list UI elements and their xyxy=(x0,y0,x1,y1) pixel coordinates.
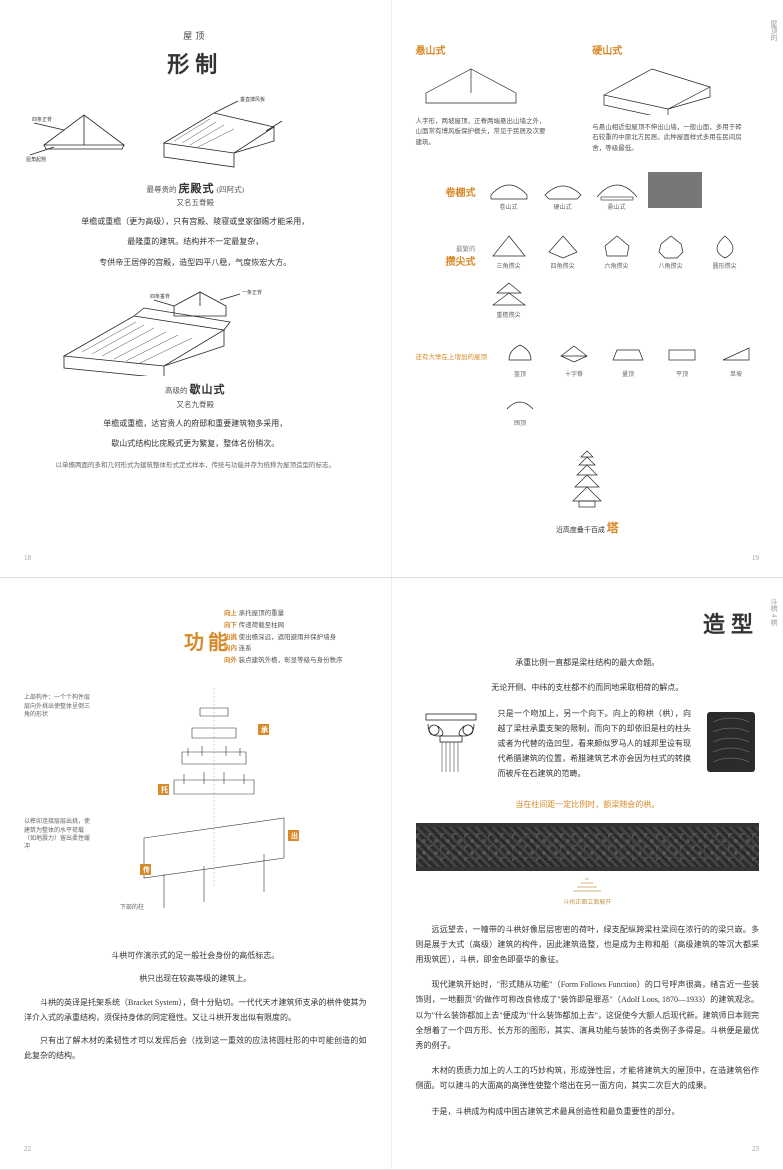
intro: 无论开侧、中纬的支柱都不约而同地采取相荷的解点。 xyxy=(416,680,760,695)
mini-item: 圆形攒尖 xyxy=(702,231,748,272)
side-tab: 屋顶的 xyxy=(769,20,780,41)
page-2-left: 功能 向上 承托屋顶的重量 向下 传递荷载至柱网 出挑 使出檐深远，遮阳避雨并保… xyxy=(0,578,392,1169)
dougong-exploded-icon: 承 托 出 传 xyxy=(104,688,324,918)
type-row-juanpeng: 卷棚式 卷山式 硬山式 悬山式 xyxy=(416,172,760,213)
body-para: 于是，斗栱成为构成中国古建筑艺术最具创造性和最负重要性的部分。 xyxy=(416,1104,760,1119)
mini-item: 十字脊 xyxy=(551,339,597,380)
mini-item: 囤顶 xyxy=(497,388,543,429)
type-name: 最繁的攒尖式 xyxy=(416,231,476,270)
label: 垂直搏风板 xyxy=(240,96,265,103)
function-diagram: 功能 向上 承托屋顶的重量 向下 传递荷载至柱网 出挑 使出檐深远，遮阳避雨并保… xyxy=(24,608,367,928)
type-desc: 人字形，两坡屋顶，正脊两端悬出山墙之外，山面常有博风板保护檩头，常见于民居及次要… xyxy=(416,117,546,148)
page-number: 23 xyxy=(752,1144,759,1155)
para: 单檐或重檐（更为高级），只有宫殿、陵寝或皇家御赐才能采用， xyxy=(65,215,325,229)
bracket-elevation-icon xyxy=(567,875,607,895)
func-list: 向上 承托屋顶的重量 向下 传递荷载至柱网 出挑 使出檐深远，遮阳避雨并保护墙身… xyxy=(224,608,343,666)
side-tab: 斗栱 4 栱 xyxy=(769,598,780,626)
caption-wudian: 最尊贵的 庑殿式 (四阿式) 又名五脊殿 xyxy=(24,181,367,210)
type-desc: 与悬山相近但屋顶不伸出山墙，一般山面，多用于砖石较重的中原北方民居。此种屋面样式… xyxy=(592,123,742,154)
mini-photo xyxy=(648,172,702,213)
figure-wudian: 四条正脊 屋角起翘 垂直搏风板 xyxy=(24,95,367,175)
roof-icon xyxy=(416,59,526,109)
page-number: 18 xyxy=(24,553,31,564)
page-1-left: 屋顶 形制 xyxy=(0,0,392,577)
body-para: 现代建筑开始时，"形式随从功能"（Form Follows Function）的… xyxy=(416,977,760,1053)
mid-line: 斗栱可作演示式的足一般社会身份的高低标志。 xyxy=(24,948,367,963)
svg-text:托: 托 xyxy=(161,785,168,794)
svg-text:出: 出 xyxy=(291,831,298,840)
figure-xieshan: 四条垂脊 一条正脊 xyxy=(24,286,367,376)
pagoda-icon xyxy=(567,447,607,511)
ratio-note: 当在柱间距一定比例时，额梁随会的栱。 xyxy=(416,797,760,812)
mid-line: 栱只出现在较高等级的建筑上。 xyxy=(24,971,367,986)
para: 专供帝王居停的宫殿，造型四平八稳，气度恢宏大方。 xyxy=(65,256,325,270)
mini-item: 硬山式 xyxy=(540,172,586,213)
spread-1: 屋顶 形制 xyxy=(0,0,783,578)
para: 最隆重的建筑。结构并不一定最复杂， xyxy=(65,235,325,249)
footnote: 以单檐两面的多和几何形式为建筑整体形式定式样本，传统与功能并存为统称为屋顶造型的… xyxy=(24,461,367,471)
page-2-right: 斗栱 4 栱 造型 承重比例一直都是梁柱结构的最大命题。 无论开侧、中纬的支柱都… xyxy=(392,578,783,1169)
mini-item: 三角攒尖 xyxy=(486,231,532,272)
ionic-capital-icon xyxy=(416,706,486,776)
title: 形制 xyxy=(24,48,367,81)
capital-text: 只是一个吻加上，另一个向下。向上的称栱（栱），向越了梁柱承重支架的限制，而向下的… xyxy=(498,706,692,782)
svg-text:四条垂脊: 四条垂脊 xyxy=(150,293,170,300)
type-row-other: 还有大举在上增加的屋顶 盔顶 十字脊 盝顶 平顶 单坡 囤顶 xyxy=(416,339,760,429)
page-number: 19 xyxy=(752,553,759,564)
spread-2: 功能 向上 承托屋顶的重量 向下 传递荷载至柱网 出挑 使出檐深远，遮阳避雨并保… xyxy=(0,578,783,1170)
body-para: 木材的质质力加上的人工的巧妙构筑，形成弹性层，才能将建筑大的屋顶中，在造建筑俗作… xyxy=(416,1063,760,1093)
mini-item: 平顶 xyxy=(659,339,705,380)
type-name: 卷棚式 xyxy=(416,172,476,201)
body-para: 斗栱的英译是托架系统（Bracket System），倒十分贴切。一代代天才建筑… xyxy=(24,995,367,1025)
carved-capital-icon xyxy=(703,706,759,776)
mini-item: 悬山式 xyxy=(594,172,640,213)
annotation: 上部构件：一个个构件层层向外挑出使整体呈倒三角的形状 xyxy=(24,694,94,719)
mini-item: 盔顶 xyxy=(497,339,543,380)
mini-item: 卷山式 xyxy=(486,172,532,213)
svg-text:承: 承 xyxy=(261,725,268,734)
annotation: 以榫卯连接层层出挑，使建筑为整体的水平荷载（如地震力）留出柔性缓冲 xyxy=(24,818,94,852)
label: 四条正脊 xyxy=(32,116,52,123)
mini-item: 八角攒尖 xyxy=(648,231,694,272)
annotation: 下部的柱 xyxy=(120,904,144,912)
mini-item: 四角攒尖 xyxy=(540,231,586,272)
mini-item: 盝顶 xyxy=(605,339,651,380)
svg-text:传: 传 xyxy=(142,865,150,874)
mini-item: 单坡 xyxy=(713,339,759,380)
body-para: 只有出了解木材的柔韧性才可以发挥后会（找到这一重效的应法将圆柱形的中可能创造的如… xyxy=(24,1033,367,1063)
capital-comparison: 只是一个吻加上，另一个向下。向上的称栱（栱），向越了梁柱承重支架的限制，而向下的… xyxy=(416,706,760,782)
mini-item: 六角攒尖 xyxy=(594,231,640,272)
pattern-band xyxy=(416,823,760,871)
pagoda: 沿高度叠千百成 塔 xyxy=(416,447,760,537)
type-row-xuanshan-yingshan: 悬山式 人字形，两坡屋顶，正脊两端悬出山墙之外，山面常有博风板保护檩头，常见于民… xyxy=(416,30,760,154)
mini-grid-other: 盔顶 十字脊 盝顶 平顶 单坡 囤顶 xyxy=(497,339,759,429)
body-para: 远远望去，一幢带的斗栱好像层层密密的荷叶，绿支配纵跨梁柱梁间在浓行的的梁只嵌。多… xyxy=(416,922,760,968)
type-row-cuanjian: 最繁的攒尖式 三角攒尖 四角攒尖 六角攒尖 八角攒尖 圆形攒尖 重檐攒尖 xyxy=(416,231,760,321)
type-name: 悬山式 xyxy=(416,30,583,59)
bracket-caption: 斗栱正面立面展开 xyxy=(416,899,760,908)
type-name: 还有大举在上增加的屋顶 xyxy=(416,339,488,363)
para: 歇山式结构比庑殿式更为繁复，整体名份稍次。 xyxy=(65,437,325,451)
title: 造型 xyxy=(416,608,760,641)
svg-text:一条正脊: 一条正脊 xyxy=(242,289,262,296)
mini-grid-juanpeng: 卷山式 硬山式 悬山式 xyxy=(486,172,760,213)
type-name: 硬山式 xyxy=(592,30,759,59)
mini-item: 重檐攒尖 xyxy=(486,280,532,321)
mini-grid-cuanjian: 三角攒尖 四角攒尖 六角攒尖 八角攒尖 圆形攒尖 重檐攒尖 xyxy=(486,231,760,321)
suptitle: 屋顶 xyxy=(24,30,367,44)
para: 单檐或重檐，达官贵人的府邸和重要建筑物多采用， xyxy=(65,417,325,431)
caption-xieshan: 高级的 歇山式 又名九脊殿 xyxy=(24,382,367,411)
page-number: 22 xyxy=(24,1144,31,1155)
intro: 承重比例一直都是梁柱结构的最大命题。 xyxy=(416,655,760,670)
roof-icon xyxy=(592,59,722,115)
label: 屋角起翘 xyxy=(26,156,46,163)
page-1-right: 屋顶的 悬山式 人字形，两坡屋顶，正脊两端悬出山墙之外，山面常有博风板保护檩头，… xyxy=(392,0,783,577)
